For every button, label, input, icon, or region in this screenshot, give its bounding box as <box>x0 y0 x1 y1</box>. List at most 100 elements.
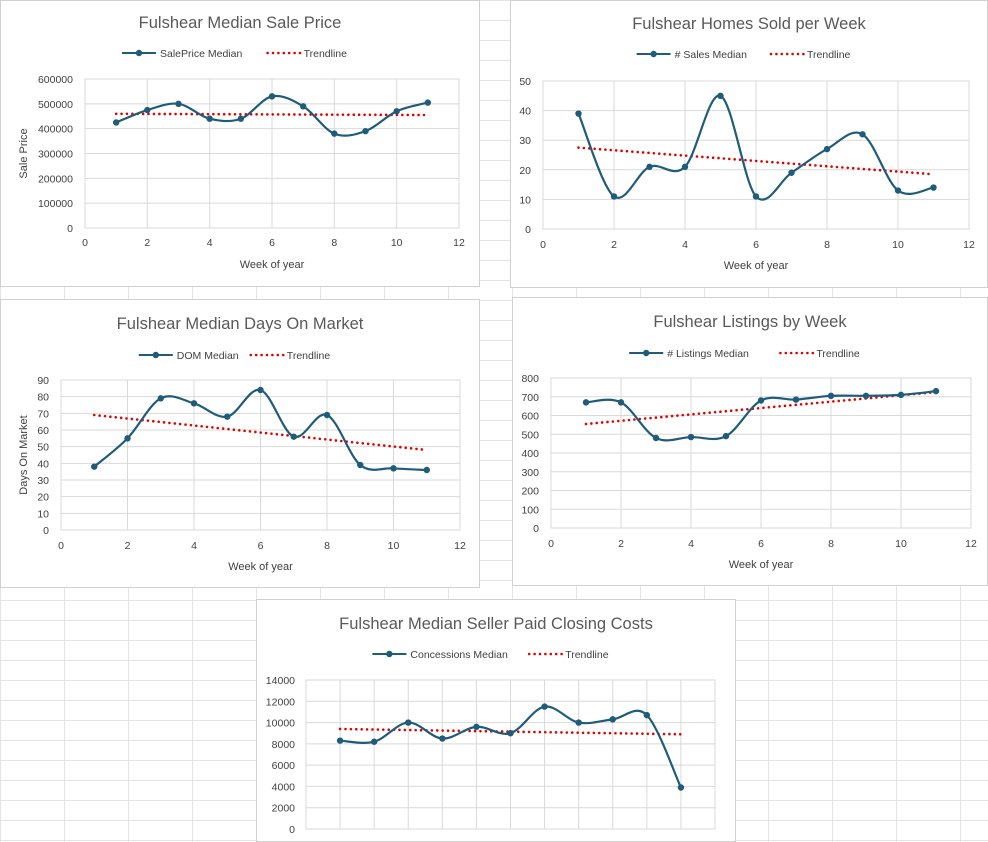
x-tick-label: 8 <box>828 538 834 550</box>
y-tick-label: 200 <box>521 486 539 498</box>
chart-title: Fulshear Median Sale Price <box>139 14 342 32</box>
x-tick-label: 6 <box>753 239 759 251</box>
data-point <box>144 106 151 114</box>
data-point <box>757 397 765 404</box>
data-point <box>390 465 397 472</box>
data-point <box>237 115 245 122</box>
homes-sold-chart[interactable]: Fulshear Homes Sold per Week # Sales Medi… <box>510 0 988 288</box>
plot-area <box>84 78 460 229</box>
y-tick-label: 500 <box>521 429 539 441</box>
data-point <box>206 115 213 122</box>
data-point <box>677 784 685 791</box>
series-line <box>577 94 934 201</box>
chart-title: Fulshear Median Seller Paid Closing Cost… <box>339 615 653 633</box>
chart-svg: Fulshear Homes Sold per Week # Sales Medi… <box>519 15 975 272</box>
data-point <box>439 735 446 742</box>
data-point <box>788 169 795 176</box>
data-point <box>124 435 131 442</box>
data-point <box>357 461 364 469</box>
data-point <box>617 399 625 406</box>
x-tick-label: 6 <box>269 237 275 249</box>
chart-title: Fulshear Homes Sold per Week <box>632 15 866 33</box>
data-point <box>323 411 331 419</box>
data-point <box>190 400 198 407</box>
y-tick-label: 40 <box>37 458 49 470</box>
y-tick-label: 10 <box>37 508 49 520</box>
data-point <box>752 193 760 200</box>
x-axis-title: Week of year <box>724 260 789 272</box>
x-axis-title: Week of year <box>729 559 794 571</box>
x-tick-label: 2 <box>144 237 150 249</box>
data-point <box>582 399 590 406</box>
data-point <box>643 711 651 719</box>
data-point <box>299 103 307 110</box>
y-tick-label: 300000 <box>38 149 73 161</box>
plot-area <box>550 377 972 529</box>
y-tick-label: 10000 <box>266 718 295 730</box>
x-tick-label: 4 <box>191 540 197 552</box>
y-tick-label: 70 <box>37 408 49 420</box>
data-point <box>336 737 344 744</box>
days-on-market-chart[interactable]: Fulshear Median Days On Market DOM Median… <box>0 299 480 588</box>
chart-legend: # Listings Median Trendline <box>629 348 860 360</box>
x-tick-label: 10 <box>892 239 904 251</box>
x-tick-label: 2 <box>125 540 131 552</box>
legend-label: DOM Median <box>177 350 239 362</box>
legend-label: Trendline <box>304 48 348 60</box>
x-tick-label: 6 <box>758 538 764 550</box>
y-tick-label: 80 <box>37 392 49 404</box>
listings-chart[interactable]: Fulshear Listings by Week # Listings Medi… <box>512 297 988 586</box>
data-point <box>932 387 940 395</box>
plot-area <box>542 80 970 230</box>
data-point <box>393 108 400 115</box>
y-tick-label: 90 <box>37 375 49 387</box>
data-point <box>370 738 378 745</box>
data-point <box>290 433 297 440</box>
legend-label: Trendline <box>565 649 609 661</box>
x-tick-label: 8 <box>824 239 830 251</box>
y-tick-label: 0 <box>289 824 295 836</box>
x-tick-label: 0 <box>82 237 88 249</box>
sale-price-chart[interactable]: Fulshear Median Sale Price SalePrice Medi… <box>0 0 480 287</box>
data-point <box>610 193 618 200</box>
y-tick-label: 400 <box>521 448 539 460</box>
y-tick-label: 20 <box>37 492 49 504</box>
closing-costs-chart[interactable]: Fulshear Median Seller Paid Closing Cost… <box>256 599 736 842</box>
legend-dot-marker <box>643 349 650 357</box>
legend-dot-marker <box>386 650 393 658</box>
y-tick-label: 400000 <box>38 124 73 136</box>
data-point <box>687 433 695 441</box>
y-tick-label: 0 <box>525 224 531 236</box>
data-point <box>473 723 480 731</box>
data-point <box>541 703 548 710</box>
data-point <box>862 392 870 400</box>
trendline <box>584 390 938 426</box>
data-point <box>722 432 730 440</box>
y-tick-label: 20 <box>519 165 531 177</box>
data-point <box>268 93 276 100</box>
data-point <box>575 719 582 726</box>
chart-legend: # Sales Median Trendline <box>636 49 851 61</box>
data-point <box>507 730 514 737</box>
y-tick-label: 8000 <box>272 739 296 751</box>
data-point <box>827 392 835 400</box>
y-tick-label: 60 <box>37 425 49 437</box>
x-tick-label: 2 <box>618 538 624 550</box>
x-tick-label: 6 <box>258 540 264 552</box>
x-tick-label: 10 <box>895 538 907 550</box>
chart-svg: Fulshear Listings by Week # Listings Medi… <box>521 313 977 571</box>
legend-label: SalePrice Median <box>160 48 242 60</box>
data-point <box>859 131 866 138</box>
x-tick-label: 4 <box>688 538 694 550</box>
data-point <box>331 130 338 137</box>
y-tick-label: 0 <box>43 525 49 537</box>
legend-dot-marker <box>135 49 143 57</box>
chart-legend: SalePrice Median Trendline <box>122 48 347 60</box>
chart-svg: Fulshear Median Sale Price SalePrice Medi… <box>18 14 465 271</box>
x-tick-label: 12 <box>454 540 466 552</box>
data-point <box>362 127 369 135</box>
data-point <box>897 391 905 399</box>
x-tick-label: 4 <box>207 237 213 249</box>
y-tick-label: 50 <box>519 76 531 88</box>
chart-svg: Fulshear Median Days On Market DOM Median… <box>18 315 466 573</box>
